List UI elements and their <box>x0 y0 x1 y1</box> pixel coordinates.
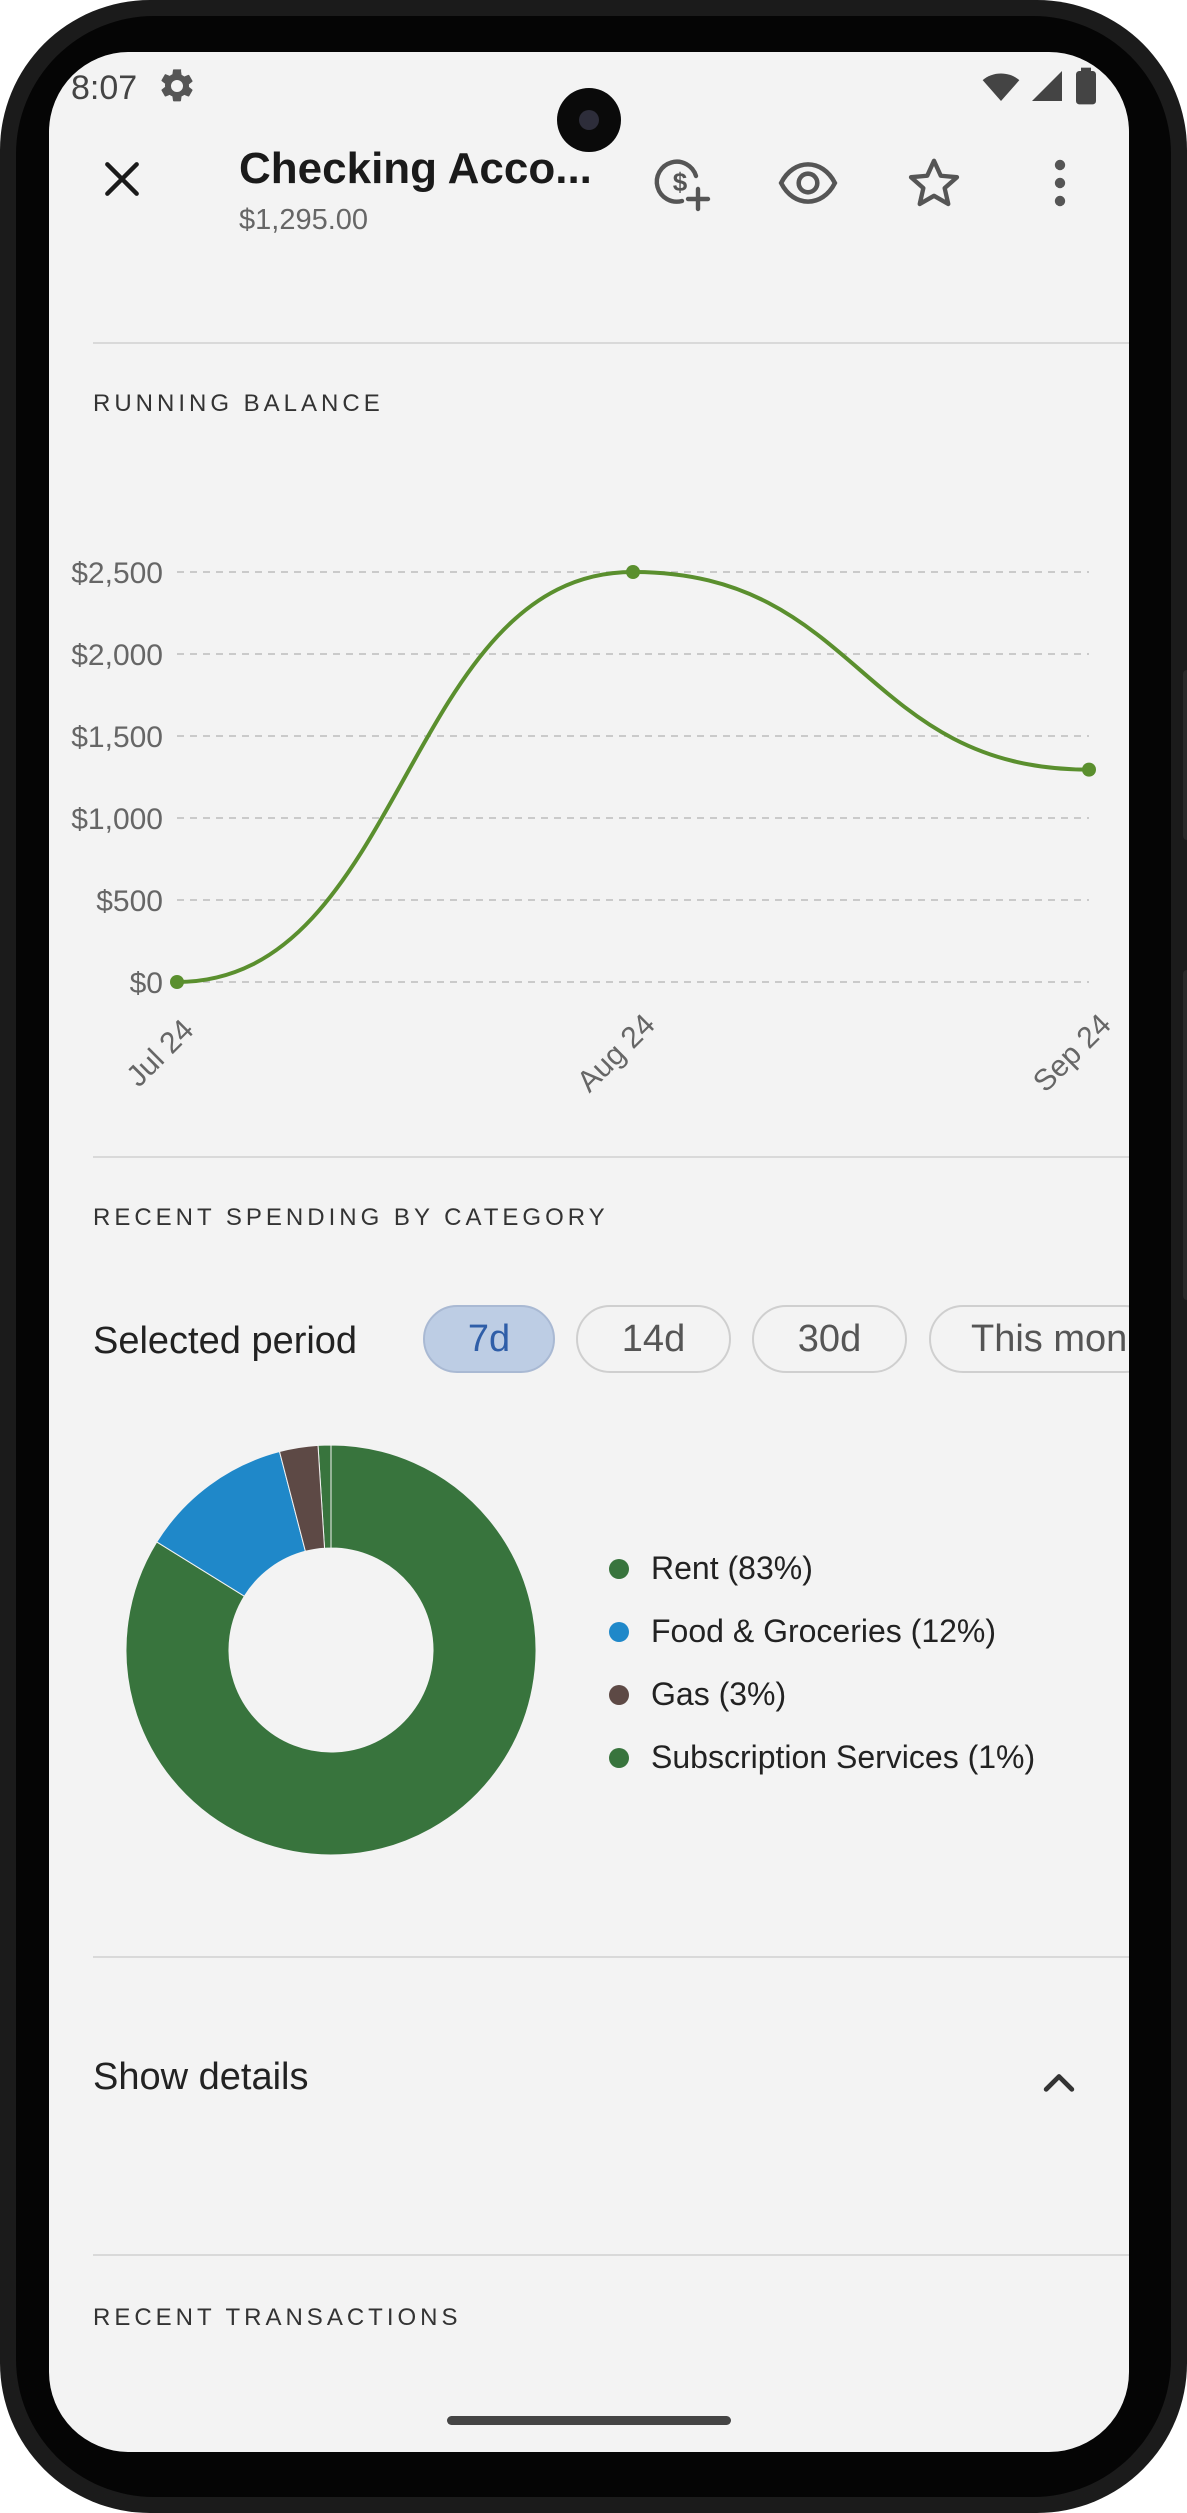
legend-item-gas: Gas (3%) <box>609 1663 1035 1726</box>
chip-this-month[interactable]: This mon <box>929 1305 1129 1373</box>
legend-dot <box>609 1558 629 1579</box>
y-tick-label: $1,000 <box>71 803 163 836</box>
legend-item-subscriptions: Subscription Services (1%) <box>609 1726 1035 1789</box>
x-tick-label: Aug 24 <box>571 1008 662 1099</box>
status-bar: 8:07 <box>49 52 1129 122</box>
legend-label: Gas (3%) <box>651 1676 787 1712</box>
y-tick-label: $1,500 <box>71 721 163 754</box>
balance-point <box>626 565 640 579</box>
divider <box>93 1156 1129 1158</box>
show-details-toggle[interactable]: Show details <box>93 2056 309 2098</box>
svg-text:$: $ <box>673 167 688 197</box>
add-transaction-button[interactable]: $ <box>649 150 715 216</box>
running-balance-chart: $0 $500 $1,000 $1,500 $2,000 $2,500 Jul 24 Aug … <box>71 557 1118 1099</box>
balance-point <box>170 975 184 989</box>
divider <box>93 1956 1129 1958</box>
donut-slice <box>125 1444 537 1856</box>
chip-7d[interactable]: 7d <box>423 1305 555 1373</box>
x-tick-label: Sep 24 <box>1027 1008 1118 1099</box>
y-tick-label: $2,000 <box>71 639 163 672</box>
gesture-bar[interactable] <box>447 2416 731 2425</box>
legend-item-rent: Rent (83%) <box>609 1537 1035 1600</box>
account-balance: $1,295.00 <box>239 204 369 236</box>
legend-dot <box>609 1747 629 1768</box>
chevron-up-icon[interactable] <box>1037 2060 1081 2104</box>
visibility-button[interactable] <box>775 150 841 216</box>
battery-icon <box>1076 67 1096 105</box>
spending-label: RECENT SPENDING BY CATEGORY <box>93 1204 609 1231</box>
spending-donut-chart <box>125 1444 537 1856</box>
gear-icon <box>161 69 193 102</box>
spending-legend: Rent (83%) Food & Groceries (12%) Gas (3… <box>609 1537 1035 1789</box>
running-balance-label: RUNNING BALANCE <box>93 390 384 417</box>
y-tick-label: $500 <box>96 885 163 918</box>
donut-slice <box>278 1444 326 1552</box>
legend-dot <box>609 1621 629 1642</box>
balance-point <box>1082 762 1096 777</box>
divider <box>93 2254 1129 2256</box>
selected-period-label: Selected period <box>93 1320 358 1362</box>
y-tick-label: $2,500 <box>71 557 163 590</box>
add-money-icon: $ <box>654 159 711 212</box>
chip-30d[interactable]: 30d <box>752 1305 907 1373</box>
divider <box>93 342 1129 344</box>
recent-transactions-label: RECENT TRANSACTIONS <box>93 2304 462 2331</box>
close-icon <box>105 162 139 196</box>
wifi-icon <box>982 73 1020 101</box>
power-button <box>1183 970 1187 1300</box>
signal-icon <box>1032 71 1062 101</box>
chip-14d[interactable]: 14d <box>576 1305 731 1373</box>
legend-label: Food & Groceries (12%) <box>651 1613 997 1649</box>
more-options-button[interactable] <box>1027 150 1093 216</box>
legend-dot <box>609 1684 629 1705</box>
eye-icon <box>778 162 838 204</box>
close-button[interactable] <box>89 146 155 212</box>
y-tick-label: $0 <box>130 967 163 1000</box>
legend-label: Rent (83%) <box>651 1550 813 1586</box>
legend-item-food: Food & Groceries (12%) <box>609 1600 1035 1663</box>
front-camera <box>557 88 621 152</box>
favorite-button[interactable] <box>901 150 967 216</box>
account-title: Checking Acco... <box>239 144 592 193</box>
x-tick-label: Jul 24 <box>120 1013 200 1093</box>
volume-button <box>1183 670 1187 840</box>
status-time: 8:07 <box>71 69 138 107</box>
legend-label: Subscription Services (1%) <box>651 1739 1036 1775</box>
more-vert-icon <box>1054 159 1066 207</box>
balance-line <box>176 569 1090 984</box>
star-icon <box>908 158 960 207</box>
screen: 8:07 Checking Acco... $1,295.00 $ <box>49 52 1129 2452</box>
app-bar: Checking Acco... $1,295.00 $ <box>49 122 1129 252</box>
